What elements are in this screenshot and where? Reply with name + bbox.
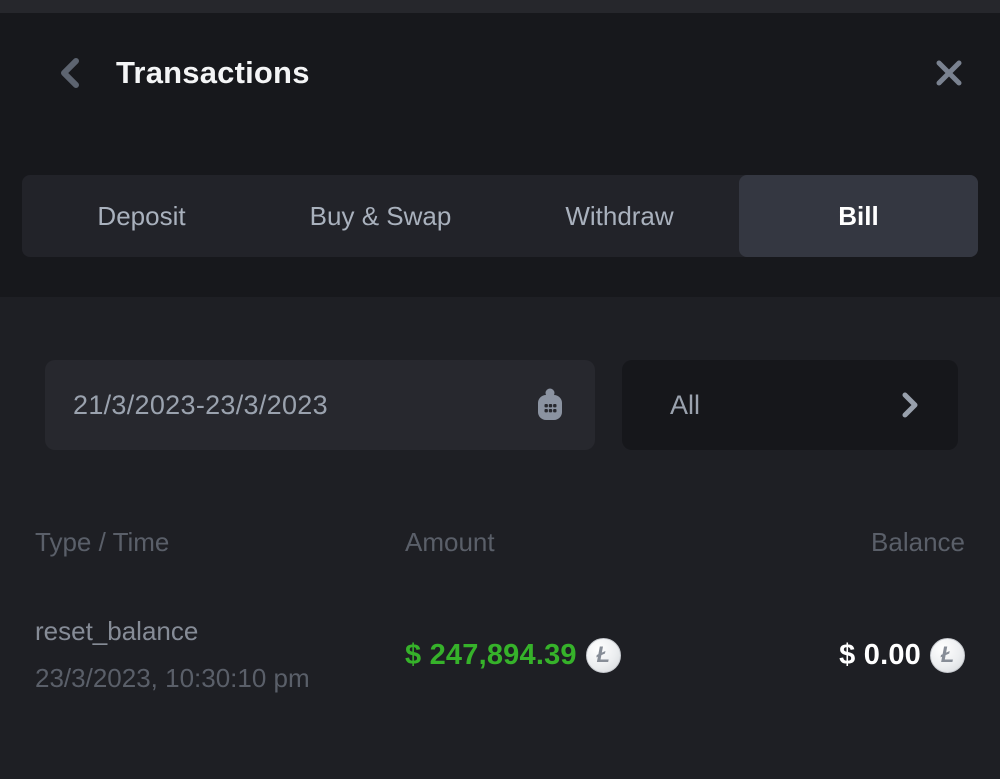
- tab-withdraw[interactable]: Withdraw: [565, 200, 674, 231]
- litecoin-icon: Ł: [930, 637, 965, 673]
- chevron-left-icon: [61, 58, 79, 88]
- bill-content: 21/3/2023-23/3/2023 All: [0, 297, 1000, 779]
- top-strip: [0, 0, 1000, 13]
- transaction-amount: $ 247,894.39: [405, 638, 577, 671]
- panel-top: Transactions Deposit Buy & Swap Withdraw…: [0, 13, 1000, 297]
- category-value: All: [670, 389, 701, 420]
- cell-type-time: reset_balance 23/3/2023, 10:30:10 pm: [35, 616, 405, 694]
- back-button[interactable]: [58, 57, 84, 89]
- date-range-value: 21/3/2023-23/3/2023: [73, 389, 328, 420]
- transaction-type: reset_balance: [35, 616, 199, 646]
- header: Transactions: [0, 13, 1000, 91]
- close-icon: [936, 60, 962, 86]
- cell-amount: $ 247,894.39 Ł: [405, 637, 685, 673]
- chevron-right-icon: [902, 392, 918, 418]
- column-amount: Amount: [405, 527, 495, 557]
- tab-buy-swap[interactable]: Buy & Swap: [309, 200, 452, 231]
- litecoin-icon: Ł: [585, 637, 621, 673]
- transaction-tabs: Deposit Buy & Swap Withdraw Bill: [22, 175, 978, 257]
- page-title: Transactions: [116, 55, 310, 90]
- transaction-balance: $ 0.00: [839, 638, 921, 671]
- transaction-time: 23/3/2023, 10:30:10 pm: [35, 663, 310, 694]
- table-header: Type / Time Amount Balance: [0, 450, 1000, 558]
- tab-deposit[interactable]: Deposit: [97, 200, 186, 231]
- date-range-picker[interactable]: 21/3/2023-23/3/2023: [45, 360, 595, 450]
- filter-row: 21/3/2023-23/3/2023 All: [0, 297, 1000, 450]
- calendar-icon: [538, 388, 562, 420]
- category-select[interactable]: All: [622, 360, 958, 450]
- tab-bill[interactable]: Bill: [739, 175, 978, 257]
- close-button[interactable]: [934, 58, 964, 88]
- cell-balance: $ 0.00 Ł: [685, 637, 965, 673]
- column-balance: Balance: [871, 527, 965, 557]
- table-row[interactable]: reset_balance 23/3/2023, 10:30:10 pm $ 2…: [0, 558, 1000, 694]
- column-type-time: Type / Time: [35, 527, 170, 557]
